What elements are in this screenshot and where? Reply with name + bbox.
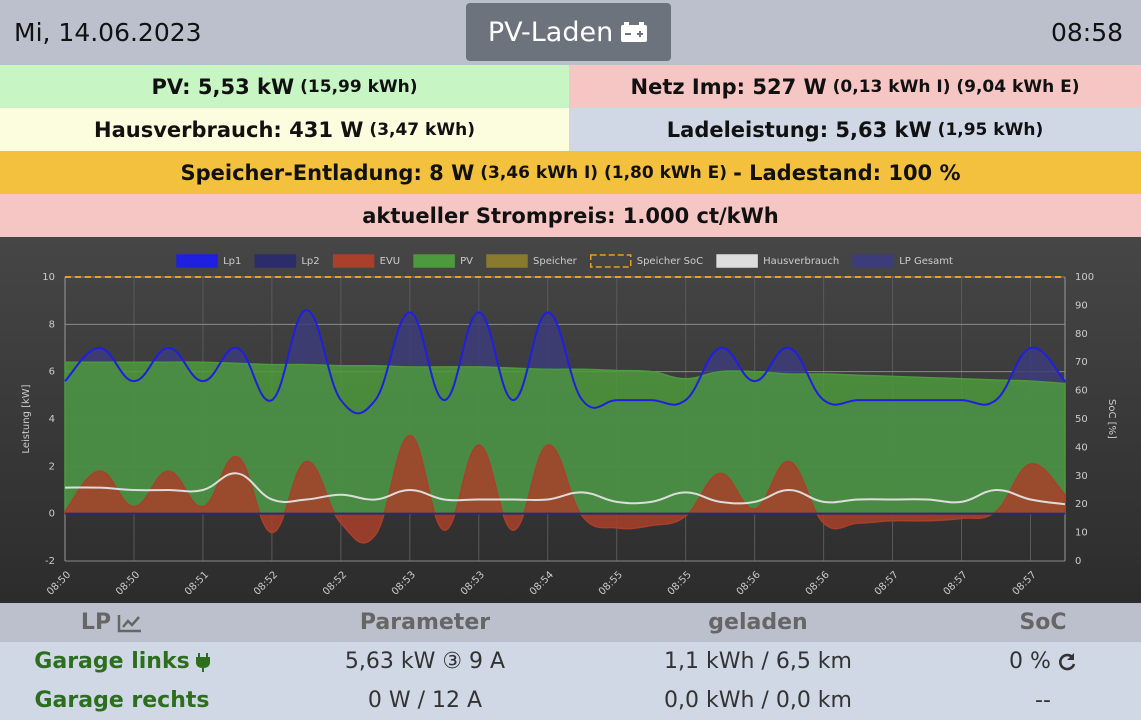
legend-label: LP Gesamt: [899, 256, 953, 267]
charge-mode-button[interactable]: PV-Laden: [466, 3, 671, 61]
chart: 08:50 08:50 08:51 08:52 08:52 08:53 08:53 08:54…: [0, 237, 1141, 603]
storage-tile: Speicher-Entladung: 8 W (3,46 kWh I) (1,8…: [0, 151, 1141, 194]
y2-tick-label: 0: [1075, 556, 1081, 567]
header-cell: SoC: [1019, 610, 1067, 635]
legend-label: Lp2: [301, 256, 319, 267]
tile-detail: (0,13 kWh I) (9,04 kWh E): [832, 76, 1080, 97]
lp-name-text: Garage links: [34, 649, 190, 674]
legend-swatch: [852, 254, 894, 268]
legend-swatch: [716, 254, 758, 268]
header-cell: LP: [12, 603, 212, 642]
y2-tick-label: 40: [1075, 442, 1088, 453]
table-header: LP Parameter geladen SoC: [0, 603, 1141, 642]
header-text: LP: [80, 610, 112, 635]
soc-text: 0 %: [1009, 649, 1051, 674]
date: Mi, 14.06.2023: [14, 18, 202, 47]
tile-main: Netz Imp: 527 W: [630, 74, 827, 99]
lp-name[interactable]: Garage links: [12, 642, 232, 681]
header-cell: geladen: [708, 610, 808, 635]
legend-swatch: [486, 254, 528, 268]
y-axis-label: Leistung [kW]: [21, 384, 32, 453]
table-row: Garage links 5,63 kW ③ 9 A 1,1 kWh / 6,5…: [0, 642, 1141, 681]
y-tick-label: 8: [49, 319, 55, 330]
tile-detail: (3,47 kWh): [369, 119, 475, 140]
table-row: Garage rechts 0 W / 12 A 0,0 kWh / 0,0 k…: [0, 681, 1141, 720]
parameter: 5,63 kW ③ 9 A: [344, 649, 506, 674]
legend-swatch: [176, 254, 218, 268]
legend-label: Hausverbrauch: [763, 256, 839, 267]
legend-swatch: [332, 254, 375, 268]
chart-icon: [117, 614, 142, 632]
series-line: [64, 309, 1066, 415]
tile-main: Speicher-Entladung: 8 W: [180, 160, 475, 185]
soc: 0 %: [943, 642, 1141, 681]
legend-swatch: [254, 254, 297, 268]
series-area: [64, 434, 1066, 544]
y2-tick-label: 30: [1075, 471, 1088, 482]
tile-main: aktueller Strompreis: 1.000 ct/kWh: [362, 203, 779, 228]
y2-tick-label: 90: [1075, 300, 1088, 311]
tile-main: PV: 5,53 kW: [151, 74, 295, 99]
parameter: 0 W / 12 A: [367, 688, 483, 713]
tile-suffix: - Ladestand: 100 %: [733, 160, 961, 185]
lp-name-text: Garage rechts: [34, 688, 210, 713]
y-tick-label: 2: [49, 461, 55, 472]
y2-tick-label: 10: [1075, 528, 1088, 539]
y2-tick-label: 80: [1075, 329, 1088, 340]
tile-detail: (15,99 kWh): [300, 76, 418, 97]
legend: Lp1 Lp2 EVU PV Speicher Speicher SoC Hausverbr…: [176, 254, 953, 268]
header: Mi, 14.06.2023 PV-Laden 08:58: [0, 0, 1141, 65]
price-tile: aktueller Strompreis: 1.000 ct/kWh: [0, 194, 1141, 237]
legend-label: Lp1: [223, 256, 241, 267]
charge-mode: PV-Laden: [487, 16, 614, 48]
charged: 1,1 kWh / 6,5 km: [664, 649, 852, 674]
y-tick-label: 6: [49, 367, 55, 378]
house-tile: Hausverbrauch: 431 W (3,47 kWh): [0, 108, 569, 151]
header-cell: Parameter: [359, 610, 491, 635]
tile-detail: (1,95 kWh): [937, 119, 1044, 140]
legend-swatch: [413, 254, 455, 268]
y2-tick-label: 50: [1075, 414, 1088, 425]
y-tick-label: 10: [42, 272, 55, 283]
lp-name[interactable]: Garage rechts: [12, 681, 232, 720]
y2-tick-label: 100: [1075, 272, 1094, 283]
refresh-icon[interactable]: [1057, 652, 1077, 672]
y2-axis-label: SoC [%]: [1106, 399, 1117, 439]
legend-swatch: [589, 254, 632, 268]
legend-label: Speicher SoC: [637, 256, 703, 267]
tile-detail: (3,46 kWh I) (1,80 kWh E): [480, 162, 728, 183]
series-line: [64, 472, 1066, 506]
y2-tick-label: 60: [1075, 386, 1088, 397]
legend-label: Speicher: [533, 256, 578, 267]
y-tick-label: 4: [49, 414, 55, 425]
y2-tick-label: 70: [1075, 357, 1088, 368]
grid-tile: Netz Imp: 527 W (0,13 kWh I) (9,04 kWh E): [569, 65, 1141, 108]
legend-label: EVU: [380, 256, 400, 267]
charged: 0,0 kWh / 0,0 km: [664, 688, 852, 713]
tile-main: Ladeleistung: 5,63 kW: [666, 117, 932, 142]
y2-tick-label: 20: [1075, 499, 1088, 510]
charge-tile: Ladeleistung: 5,63 kW (1,95 kWh): [569, 108, 1141, 151]
tile-main: Hausverbrauch: 431 W: [94, 117, 364, 142]
battery-icon: [621, 22, 648, 42]
y-tick-label: 0: [49, 509, 55, 520]
soc: --: [1035, 688, 1051, 713]
pv-tile: PV: 5,53 kW (15,99 kWh): [0, 65, 569, 108]
time: 08:58: [1050, 18, 1123, 47]
plug-icon: [195, 652, 210, 672]
y-tick-label: -2: [45, 556, 55, 567]
legend-label: PV: [460, 256, 473, 267]
